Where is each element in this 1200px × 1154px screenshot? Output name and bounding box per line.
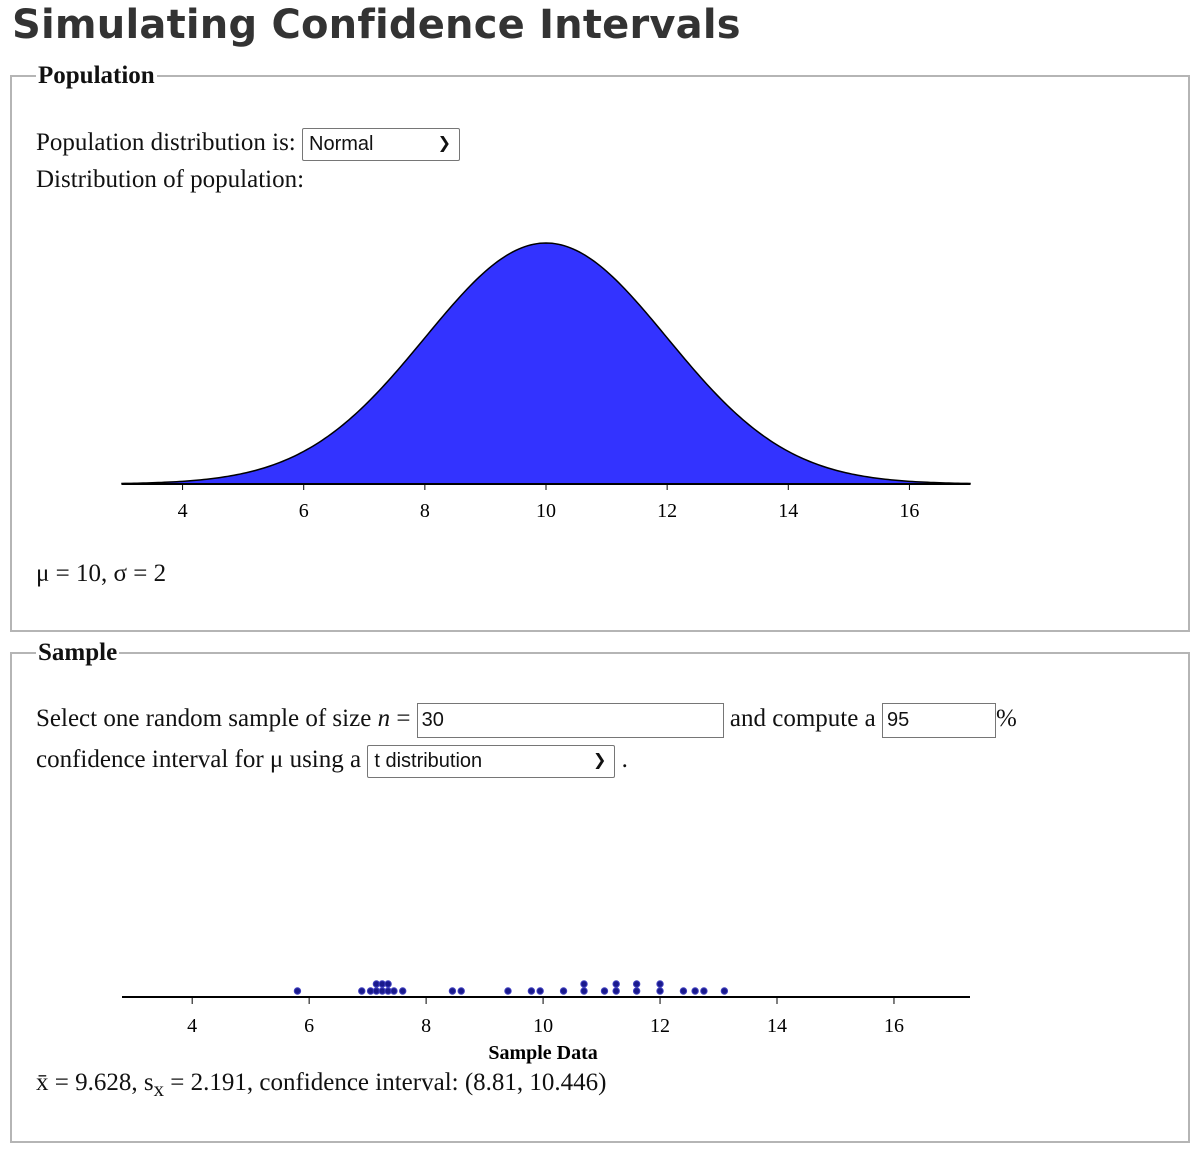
x-tick-label: 8	[420, 500, 430, 522]
x-tick-label: 14	[767, 1015, 787, 1037]
x-axis-label: Sample Data	[488, 1042, 597, 1064]
sd-subscript: x	[153, 1077, 165, 1101]
page-title: Simulating Confidence Intervals	[12, 2, 741, 48]
sample-point	[612, 980, 620, 988]
sample-chart: 4 6 8 10 12 14 16 Sample Data	[122, 980, 970, 1064]
sample-point	[632, 987, 641, 995]
x-tick-label: 8	[421, 1015, 431, 1037]
sample-point	[399, 987, 407, 995]
sample-text-1: Select one random sample of size	[36, 705, 372, 733]
chevron-down-icon: ❯	[592, 752, 607, 769]
sample-point	[457, 987, 465, 995]
sd-label: s	[143, 1069, 154, 1096]
sample-legend: Sample	[38, 639, 118, 666]
interval-method-select[interactable]: t distribution ❯	[367, 745, 616, 778]
x-tick-label: 6	[304, 1015, 314, 1037]
sample-size-row: Select one random sample of size n = 30 …	[36, 703, 1017, 738]
sample-point	[600, 987, 609, 995]
x-tick-label: 12	[657, 500, 677, 522]
xbar-label: x̄ =	[36, 1069, 76, 1096]
xbar-value: 9.628	[75, 1069, 132, 1096]
x-tick-label: 4	[178, 500, 188, 522]
ci-label: , confidence interval:	[246, 1069, 465, 1096]
sample-size-input[interactable]: 30	[416, 703, 724, 738]
sd-equals: =	[164, 1069, 191, 1096]
interval-method-selected: t distribution	[374, 750, 483, 772]
sample-point	[700, 987, 708, 995]
x-tick-label: 16	[899, 500, 919, 522]
sample-point	[293, 987, 302, 995]
sample-text-2: and compute a	[729, 705, 876, 733]
sample-point	[632, 980, 641, 988]
sample-stats: x̄ = 9.628, sx = 2.191, confidence inter…	[36, 1069, 607, 1102]
x-tick-label: 6	[299, 500, 309, 522]
sample-point	[580, 987, 588, 995]
sample-point	[384, 980, 392, 988]
sample-point	[720, 987, 729, 995]
population-legend: Population	[38, 62, 155, 89]
sample-point	[448, 987, 457, 995]
sample-point	[691, 987, 699, 995]
density-curve	[121, 242, 971, 485]
population-params: μ = 10, σ = 2	[36, 560, 167, 587]
sd-value: 2.191	[190, 1069, 247, 1096]
sample-point	[504, 987, 512, 995]
sample-point	[679, 987, 688, 995]
population-chart-label: Distribution of population:	[36, 166, 305, 193]
sample-text-3: confidence interval for μ using a	[36, 746, 362, 774]
percent-sign: %	[995, 705, 1017, 733]
n-symbol: n	[377, 705, 391, 733]
x-tick-label: 10	[536, 500, 556, 522]
ci-value: (8.81, 10.446)	[464, 1069, 607, 1096]
sample-panel: Sample Select one random sample of size …	[10, 639, 1190, 1143]
interval-method-row: confidence interval for μ using a t dist…	[36, 745, 628, 778]
sample-point	[559, 987, 568, 995]
x-tick-label: 14	[778, 500, 798, 522]
confidence-level-input[interactable]: 95	[881, 703, 996, 738]
period: .	[621, 746, 628, 774]
sample-point	[527, 987, 536, 995]
chevron-down-icon: ❯	[437, 135, 451, 152]
x-tick-label: 12	[650, 1015, 670, 1037]
x-tick-label: 16	[884, 1015, 904, 1037]
sample-point	[580, 980, 588, 988]
population-dist-row: Population distribution is: Normal ❯	[36, 128, 460, 161]
sample-point	[656, 987, 664, 995]
population-dist-select[interactable]: Normal ❯	[302, 128, 460, 161]
equals-sign: =	[396, 705, 411, 733]
population-dist-label: Population distribution is:	[36, 129, 296, 157]
population-panel: Population Population distribution is: N…	[10, 62, 1190, 632]
x-tick-label: 10	[533, 1015, 553, 1037]
population-dist-selected: Normal	[309, 133, 374, 155]
population-chart: 4 6 8 10 12 14 16	[121, 242, 971, 522]
sample-point	[358, 987, 366, 995]
sample-point	[390, 987, 398, 995]
sample-point	[612, 987, 620, 995]
x-tick-label: 4	[187, 1015, 197, 1037]
sample-point	[656, 980, 664, 988]
sample-point	[536, 987, 544, 995]
stats-separator: ,	[131, 1069, 144, 1096]
